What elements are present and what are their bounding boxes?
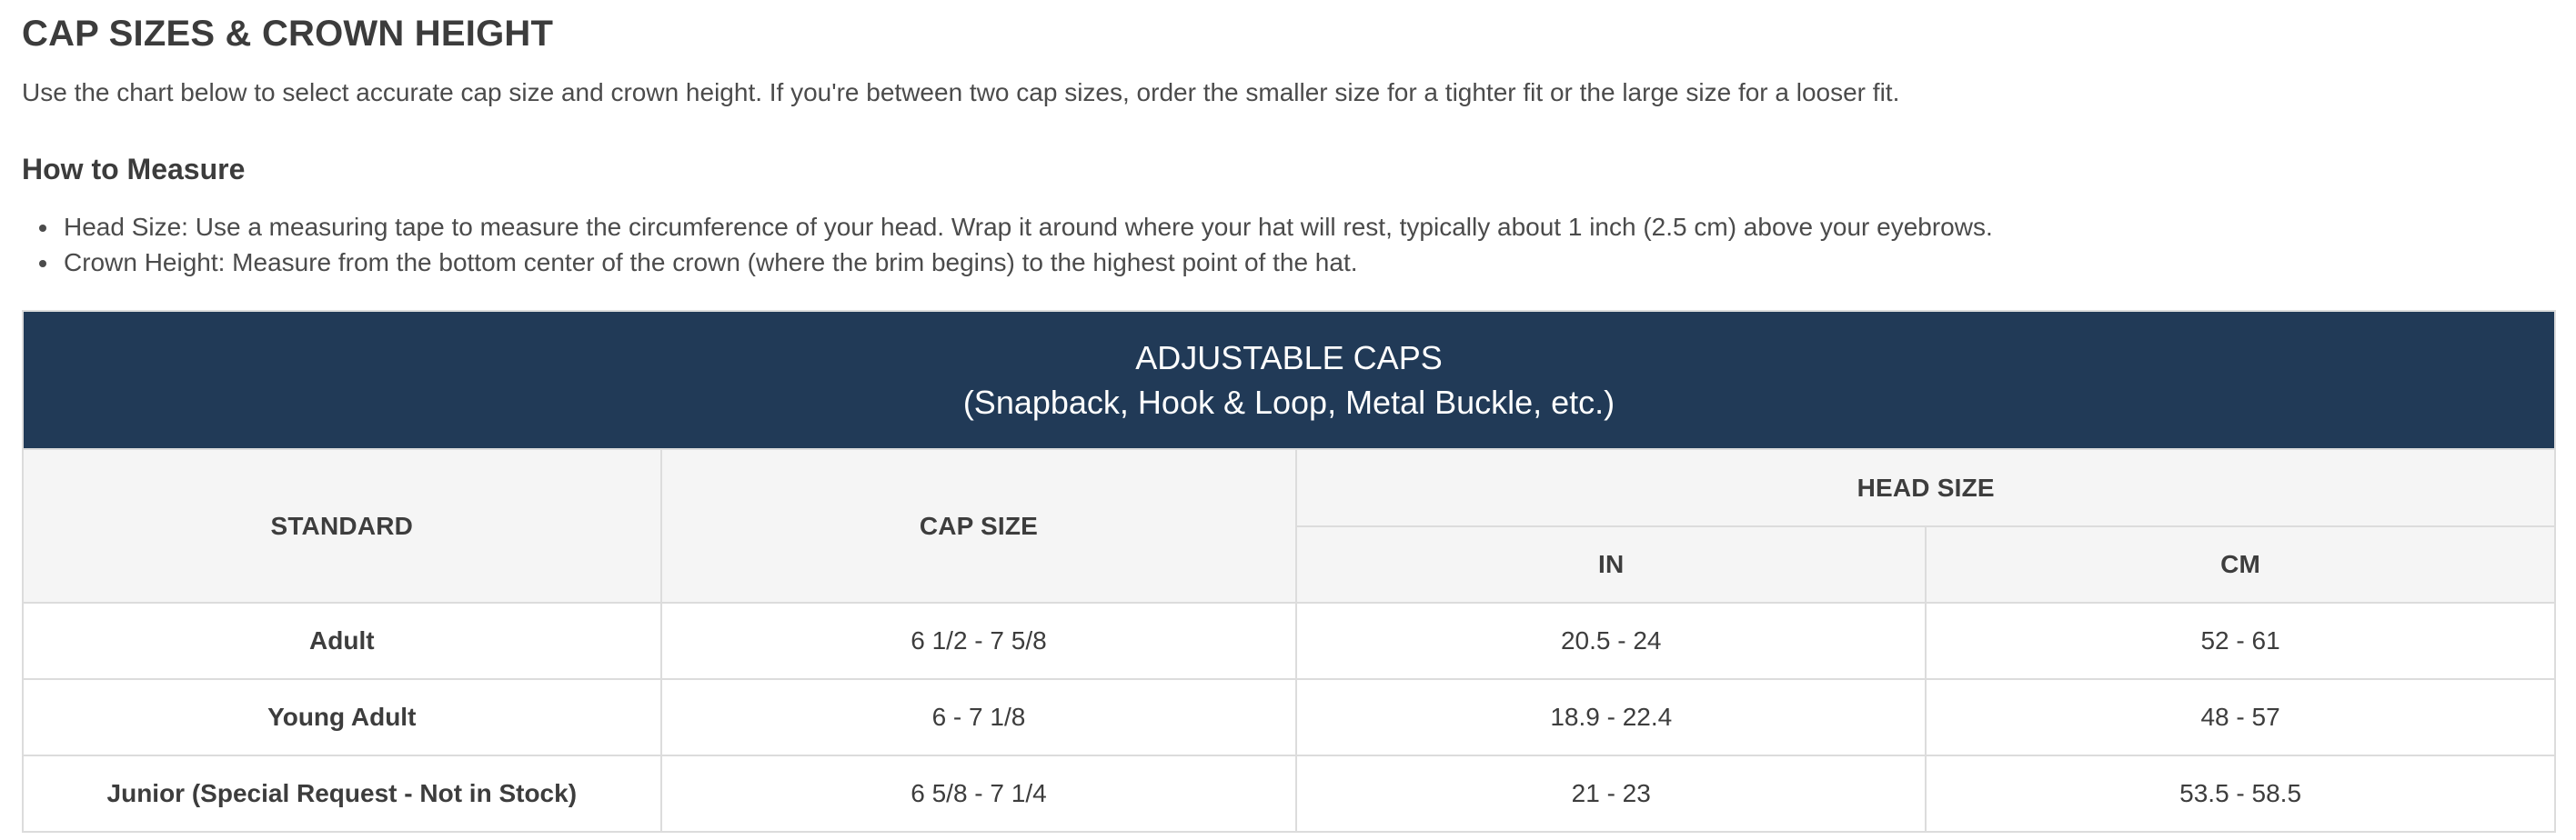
page-content: CAP SIZES & CROWN HEIGHT Use the chart b… — [0, 13, 2576, 833]
cell-cap-size: 6 5/8 - 7 1/4 — [659, 755, 1298, 833]
page-title: CAP SIZES & CROWN HEIGHT — [22, 14, 554, 54]
caption-row: ADJUSTABLE CAPS (Snapback, Hook & Loop, … — [22, 310, 2556, 450]
header-row-units: IN CM — [23, 525, 2556, 604]
header-row-main: STANDARD CAP SIZE HEAD SIZE — [22, 448, 2556, 604]
cell-head-size-cm: 48 - 57 — [1925, 678, 2556, 756]
caption-line-2: (Snapback, Hook & Loop, Metal Buckle, et… — [962, 384, 1615, 421]
table-row-young-adult: Young Adult 6 - 7 1/8 18.9 - 22.4 48 - 5… — [22, 678, 2556, 756]
cell-standard: Junior (Special Request - Not in Stock) — [22, 755, 662, 833]
col-header-in: IN — [1295, 525, 1927, 604]
list-item-head-size: Head Size: Use a measuring tape to measu… — [60, 209, 2556, 245]
size-chart-table: ADJUSTABLE CAPS (Snapback, Hook & Loop, … — [22, 310, 2556, 833]
table-row-junior: Junior (Special Request - Not in Stock) … — [22, 755, 2556, 833]
col-header-cap-size: CAP SIZE — [659, 448, 1298, 604]
intro-text: Use the chart below to select accurate c… — [22, 78, 1900, 106]
measure-list: Head Size: Use a measuring tape to measu… — [22, 209, 2556, 280]
cell-cap-size: 6 1/2 - 7 5/8 — [659, 602, 1298, 680]
cell-standard: Young Adult — [22, 678, 662, 756]
caption-line-1: ADJUSTABLE CAPS — [1135, 339, 1443, 376]
cell-head-size-in: 20.5 - 24 — [1295, 602, 1927, 680]
cell-head-size-cm: 52 - 61 — [1925, 602, 2556, 680]
cell-standard: Adult — [22, 602, 662, 680]
table-caption: ADJUSTABLE CAPS (Snapback, Hook & Loop, … — [22, 310, 2556, 450]
cell-head-size-in: 21 - 23 — [1295, 755, 1927, 833]
how-to-measure-heading: How to Measure — [22, 153, 246, 185]
col-header-standard: STANDARD — [22, 448, 662, 604]
table-row-adult: Adult 6 1/2 - 7 5/8 20.5 - 24 52 - 61 — [22, 602, 2556, 680]
cell-cap-size: 6 - 7 1/8 — [659, 678, 1298, 756]
cell-head-size-cm: 53.5 - 58.5 — [1925, 755, 2556, 833]
col-header-head-size: HEAD SIZE — [1295, 448, 2556, 527]
col-header-cm: CM — [1925, 525, 2556, 604]
cell-head-size-in: 18.9 - 22.4 — [1295, 678, 1927, 756]
list-item-crown-height: Crown Height: Measure from the bottom ce… — [60, 245, 2556, 280]
